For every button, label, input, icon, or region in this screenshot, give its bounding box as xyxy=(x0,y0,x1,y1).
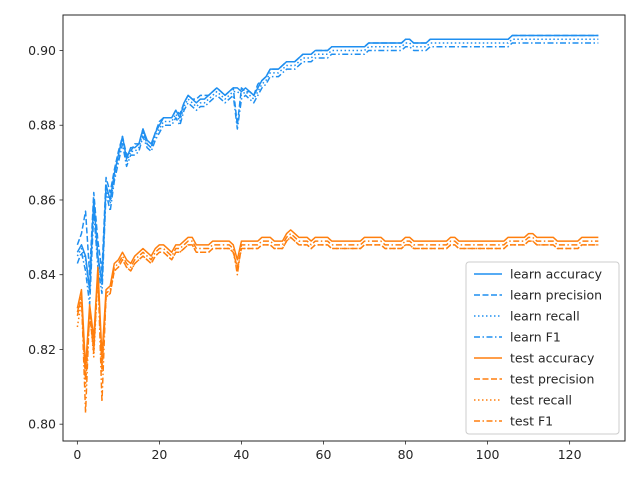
legend-box xyxy=(465,261,620,435)
legend-label: learn precision xyxy=(510,288,602,303)
legend-label: test precision xyxy=(510,372,594,387)
y-axis: 0.80 0.82 0.84 0.86 0.88 0.90 xyxy=(28,43,63,432)
y-tick-label: 0.88 xyxy=(28,118,56,133)
x-tick-label: 40 xyxy=(233,447,249,462)
series-line-learn-accuracy xyxy=(76,34,599,291)
series-line-learn-F1 xyxy=(76,42,599,306)
series-line-learn-recall xyxy=(76,38,599,295)
plot-area xyxy=(76,34,599,414)
x-tick-label: 60 xyxy=(316,447,332,462)
legend-label: learn F1 xyxy=(510,330,561,345)
series-line-test-accuracy xyxy=(76,229,599,369)
y-tick-label: 0.90 xyxy=(28,43,56,58)
legend-label: test accuracy xyxy=(510,351,595,366)
series-line-test-recall xyxy=(76,236,599,388)
y-tick-label: 0.84 xyxy=(28,267,56,282)
x-axis: 0 20 40 60 80 100 120 xyxy=(73,441,582,462)
legend: learn accuracy learn precision learn recal… xyxy=(465,261,620,435)
x-tick-label: 100 xyxy=(476,447,500,462)
x-tick-label: 0 xyxy=(73,447,81,462)
axes-frame xyxy=(62,14,626,442)
y-tick-label: 0.80 xyxy=(28,417,56,432)
y-tick-label: 0.82 xyxy=(28,342,56,357)
legend-label: learn accuracy xyxy=(510,267,603,282)
legend-label: learn recall xyxy=(510,309,580,324)
x-tick-label: 120 xyxy=(558,447,582,462)
x-tick-label: 20 xyxy=(151,447,167,462)
x-tick-label: 80 xyxy=(398,447,414,462)
legend-label: test recall xyxy=(510,393,572,408)
legend-label: test F1 xyxy=(510,414,553,429)
y-tick-label: 0.86 xyxy=(28,192,56,207)
series-line-test-F1 xyxy=(76,232,599,414)
